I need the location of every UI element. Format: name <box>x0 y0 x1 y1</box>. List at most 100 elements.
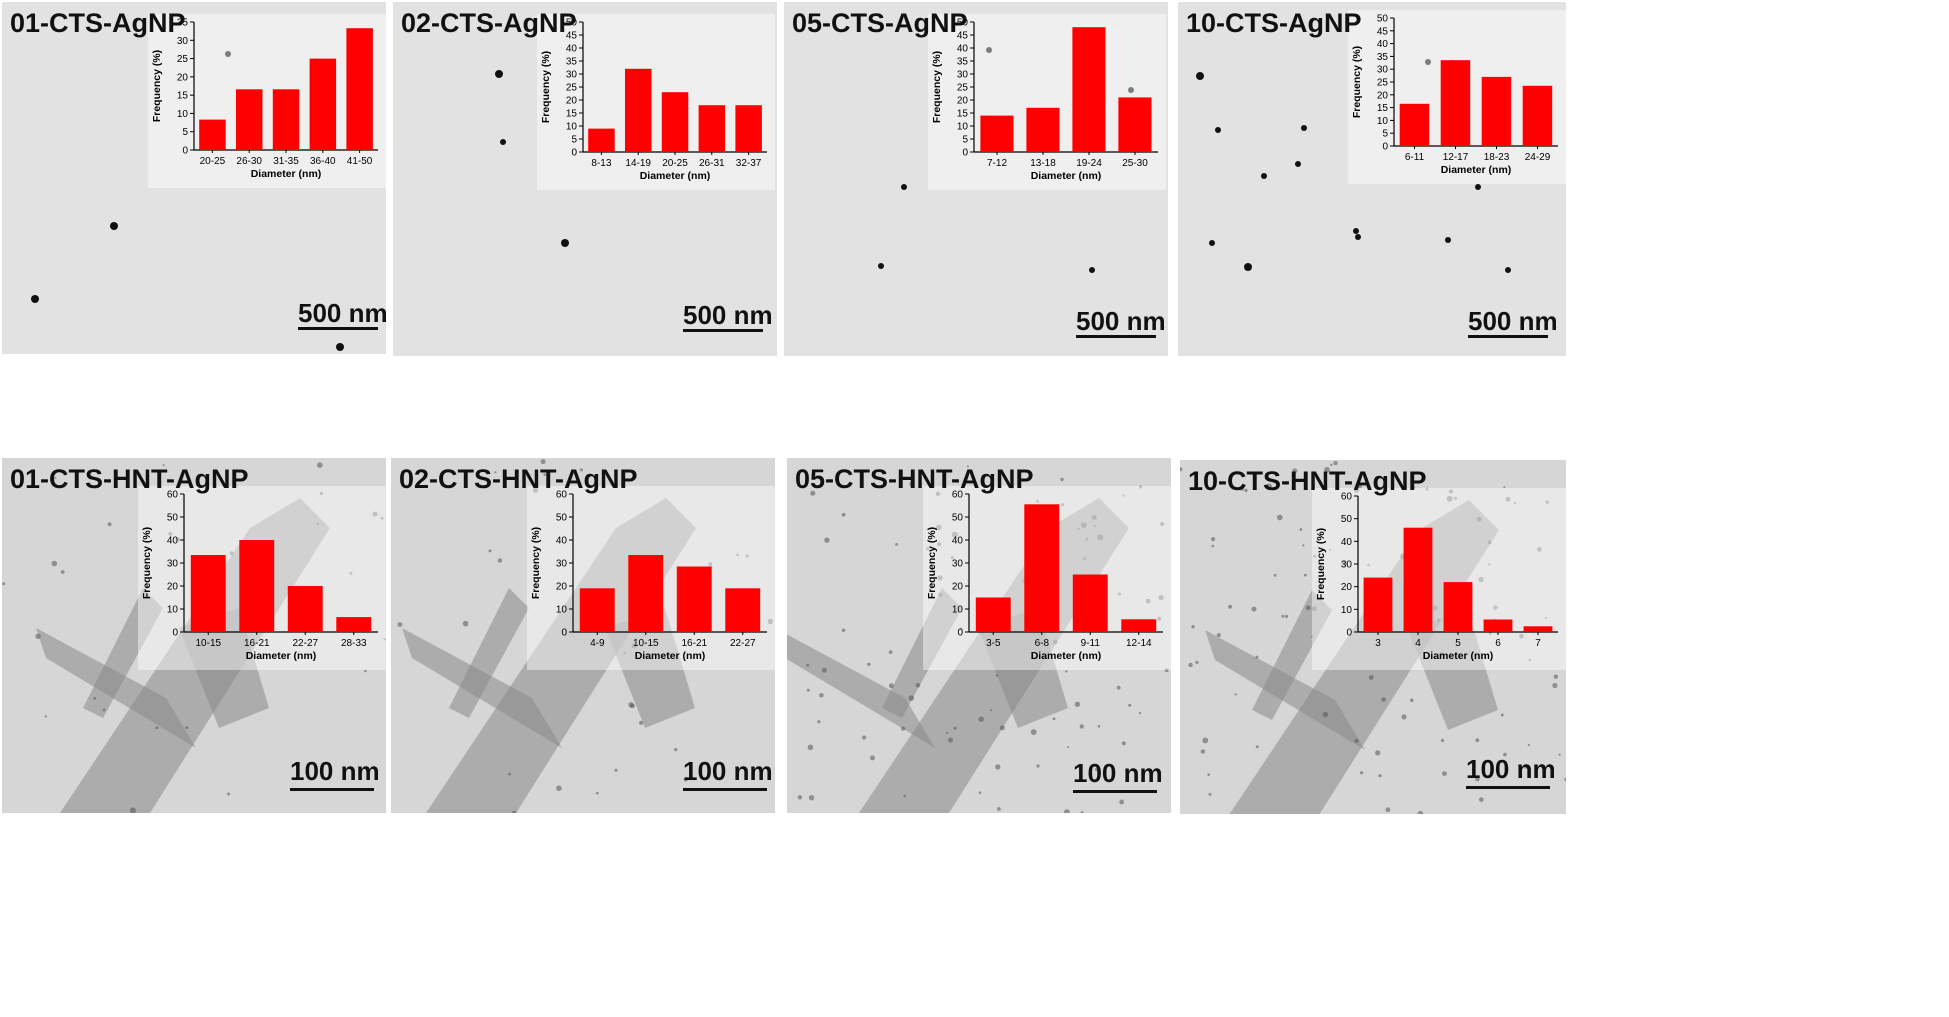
micrograph-background <box>2 458 386 813</box>
y-tick-label: 0 <box>561 628 567 639</box>
x-tick-label: 5 <box>1455 638 1461 649</box>
panel-label: 01-CTS-HNT-AgNP <box>10 464 249 494</box>
scale-bar-label: 100 nm <box>1073 758 1163 788</box>
micrograph-panel: 0 10 20 30 40 50 60 10-15 16-21 22-27 28-33 Diamete… <box>2 458 386 813</box>
panel-label: 05-CTS-HNT-AgNP <box>795 464 1034 494</box>
y-tick-label: 5 <box>571 135 577 146</box>
histogram-inset: 0 10 20 30 40 50 60 4-9 10-15 16-21 22-27 Diameter … <box>527 486 775 670</box>
histogram-inset: 0 10 20 30 40 50 60 3 4 5 6 7 Diameter (nm) Frequency… <box>1312 488 1566 670</box>
y-tick-label: 15 <box>566 109 578 120</box>
scale-bar <box>290 788 374 791</box>
y-tick-label: 0 <box>571 148 577 159</box>
y-tick-label: 20 <box>167 582 179 593</box>
histogram-bar <box>190 555 226 632</box>
inset-backdrop <box>537 14 775 190</box>
histogram-bar <box>676 566 712 632</box>
panel-label: 10-CTS-HNT-AgNP <box>1188 466 1427 496</box>
micrograph-background <box>1178 2 1566 356</box>
histogram-bar <box>579 588 615 632</box>
y-tick-label: 40 <box>1377 39 1389 50</box>
scale-bar-label: 500 nm <box>683 300 773 330</box>
scale-bar <box>1466 786 1550 789</box>
y-tick-label: 25 <box>177 54 189 65</box>
x-tick-label: 31-35 <box>273 156 299 167</box>
histogram-bar <box>1026 107 1060 152</box>
y-tick-label: 20 <box>556 582 568 593</box>
x-tick-label: 25-30 <box>1122 158 1148 169</box>
y-tick-label: 15 <box>957 109 969 120</box>
x-tick-label: 6-11 <box>1405 152 1425 163</box>
histogram-bar <box>336 617 372 632</box>
y-axis-title: Frequency (%) <box>540 51 552 123</box>
y-tick-label: 15 <box>177 91 189 102</box>
histogram-bar <box>1483 619 1513 632</box>
scale-bar <box>683 788 767 791</box>
y-tick-label: 20 <box>957 96 969 107</box>
histogram-bar <box>980 115 1014 152</box>
histogram-bar <box>236 89 263 150</box>
micrograph-panel: 0 10 20 30 40 50 60 3 4 5 6 7 Diameter (nm) Frequency… <box>1180 460 1566 814</box>
micrograph-panel: 0 5 10 15 20 25 30 35 40 45 50 7-12 13-18 19-24 25-30 D… <box>784 2 1168 356</box>
y-axis-title: Frequency (%) <box>931 51 943 123</box>
x-tick-label: 16-21 <box>682 638 708 649</box>
histogram-bar <box>239 540 275 632</box>
x-tick-label: 28-33 <box>341 638 367 649</box>
x-tick-label: 18-23 <box>1484 152 1510 163</box>
micrograph-panel: 0 5 10 15 20 25 30 35 40 45 50 6-11 12-17 18-23 24-29 D… <box>1178 2 1566 356</box>
x-tick-label: 24-29 <box>1525 152 1551 163</box>
x-axis-title: Diameter (nm) <box>1423 650 1494 662</box>
micrograph-panel: 0 5 10 15 20 25 30 35 40 45 50 8-13 14-19 20-25 26-31 3… <box>393 2 777 356</box>
y-tick-label: 60 <box>556 490 568 501</box>
y-tick-label: 30 <box>1377 65 1389 76</box>
histogram-bar <box>1522 85 1553 146</box>
y-tick-label: 50 <box>1341 514 1353 525</box>
histogram-bar <box>272 89 300 150</box>
x-tick-label: 14-19 <box>625 158 651 169</box>
histogram-bar <box>698 105 726 152</box>
histogram-inset: 0 10 20 30 40 50 60 3-5 6-8 9-11 12-14 Diameter (nm… <box>923 486 1171 670</box>
x-tick-label: 3-5 <box>986 638 1001 649</box>
panel-label: 02-CTS-AgNP <box>401 8 577 38</box>
x-tick-label: 6 <box>1495 638 1501 649</box>
histogram-bar <box>1121 619 1157 632</box>
y-tick-label: 45 <box>566 31 578 42</box>
micrograph-background <box>787 458 1171 813</box>
y-tick-label: 10 <box>167 605 179 616</box>
micrograph-background <box>393 2 777 356</box>
histogram-bar <box>199 119 226 150</box>
y-axis-title: Frequency (%) <box>530 527 542 599</box>
y-tick-label: 30 <box>556 559 568 570</box>
panel-label: 10-CTS-AgNP <box>1186 8 1362 38</box>
x-tick-label: 12-17 <box>1443 152 1469 163</box>
x-axis-title: Diameter (nm) <box>1031 650 1102 662</box>
y-tick-label: 50 <box>1377 14 1389 25</box>
y-tick-label: 35 <box>566 57 578 68</box>
y-tick-label: 0 <box>1346 628 1352 639</box>
scale-bar-label: 100 nm <box>1466 754 1556 784</box>
x-axis-title: Diameter (nm) <box>635 650 706 662</box>
histogram-bar <box>1443 582 1473 632</box>
histogram-bar <box>628 555 664 632</box>
scale-bar <box>1468 335 1548 338</box>
histogram-inset: 0 5 10 15 20 25 30 35 40 45 50 7-12 13-18 19-24 25-30 D… <box>928 14 1166 190</box>
y-tick-label: 20 <box>177 72 189 83</box>
y-tick-label: 50 <box>952 513 964 524</box>
inset-backdrop <box>148 14 386 188</box>
scale-bar <box>1076 335 1156 338</box>
histogram-bar <box>1072 27 1106 153</box>
panel-label: 05-CTS-AgNP <box>792 8 968 38</box>
y-tick-label: 0 <box>962 148 968 159</box>
y-tick-label: 25 <box>1377 78 1389 89</box>
x-tick-label: 10-15 <box>633 638 659 649</box>
y-tick-label: 0 <box>957 628 963 639</box>
scale-bar-label: 500 nm <box>1076 306 1166 336</box>
x-axis-title: Diameter (nm) <box>246 650 317 662</box>
x-tick-label: 12-14 <box>1126 638 1152 649</box>
histogram-bar <box>1523 626 1553 632</box>
x-tick-label: 16-21 <box>244 638 270 649</box>
x-tick-label: 6-8 <box>1035 638 1050 649</box>
y-tick-label: 40 <box>957 44 969 55</box>
x-tick-label: 19-24 <box>1076 158 1102 169</box>
histogram-bar <box>1363 577 1393 632</box>
y-tick-label: 5 <box>962 135 968 146</box>
